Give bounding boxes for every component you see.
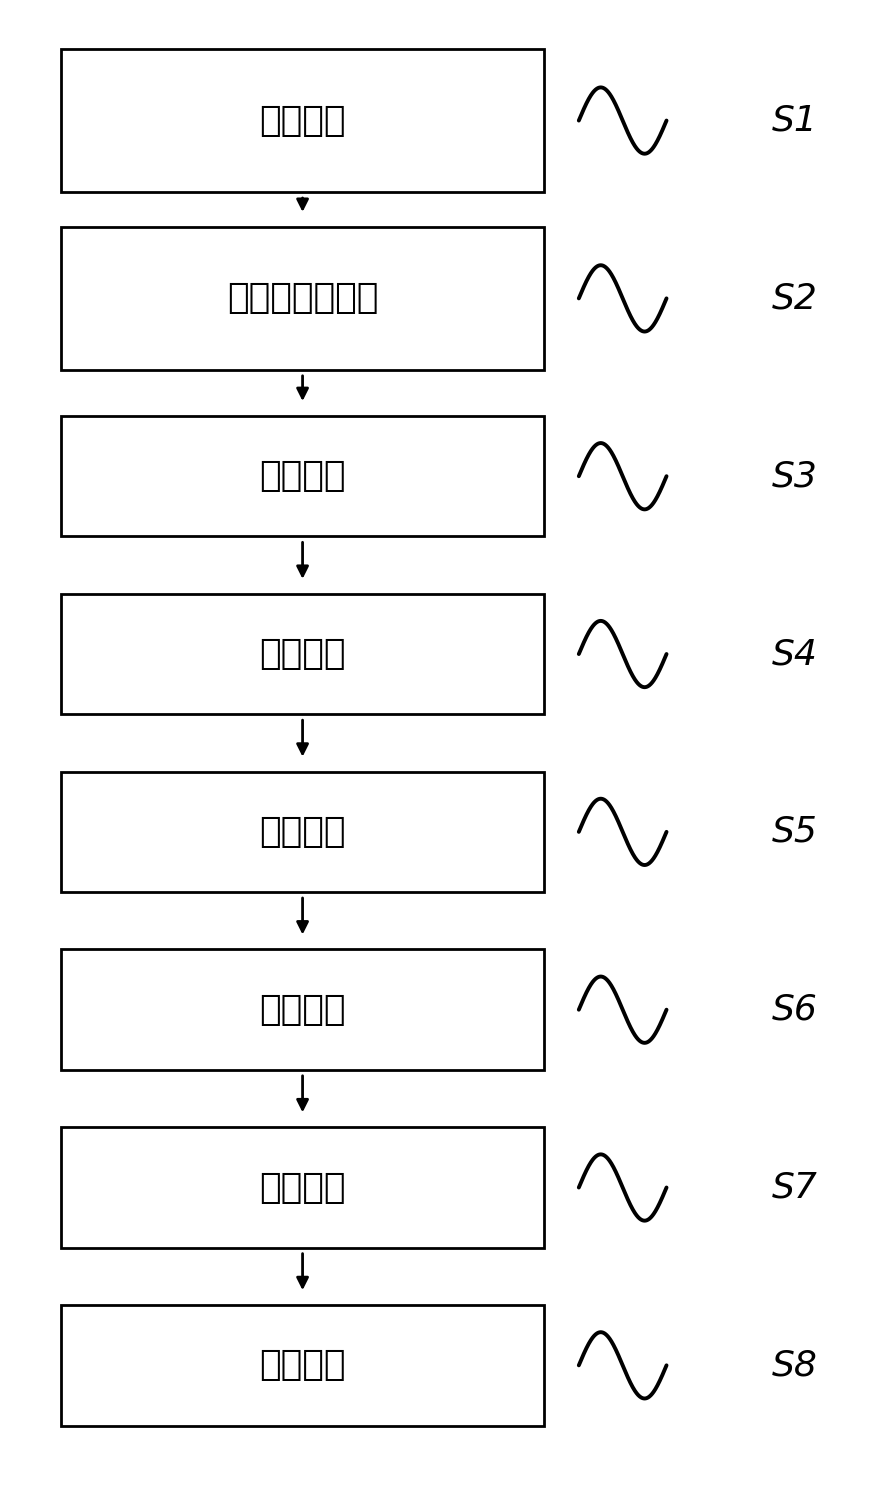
Bar [61, 594, 544, 714]
Text: 电池装配: 电池装配 [260, 637, 346, 671]
Text: S6: S6 [772, 993, 817, 1026]
Text: S2: S2 [772, 282, 817, 315]
Text: 电池激活: 电池激活 [260, 993, 346, 1026]
Bar [61, 48, 544, 191]
Text: 制备碳多孔电极: 制备碳多孔电极 [227, 282, 378, 315]
Text: S7: S7 [772, 1171, 817, 1204]
Text: S4: S4 [772, 637, 817, 671]
Text: S8: S8 [772, 1349, 817, 1382]
Bar [61, 416, 544, 536]
Bar [61, 772, 544, 892]
Text: 电池静置: 电池静置 [260, 815, 346, 848]
Text: S1: S1 [772, 104, 817, 137]
Text: 制备极组: 制备极组 [260, 460, 346, 493]
Bar [61, 949, 544, 1070]
Text: S3: S3 [772, 460, 817, 493]
Bar [61, 1127, 544, 1248]
Text: 电池老化: 电池老化 [260, 1171, 346, 1204]
Bar [61, 226, 544, 369]
Text: 制备正极: 制备正极 [260, 104, 346, 137]
Bar [61, 1305, 544, 1426]
Text: S5: S5 [772, 815, 817, 848]
Text: 电池筛选: 电池筛选 [260, 1349, 346, 1382]
